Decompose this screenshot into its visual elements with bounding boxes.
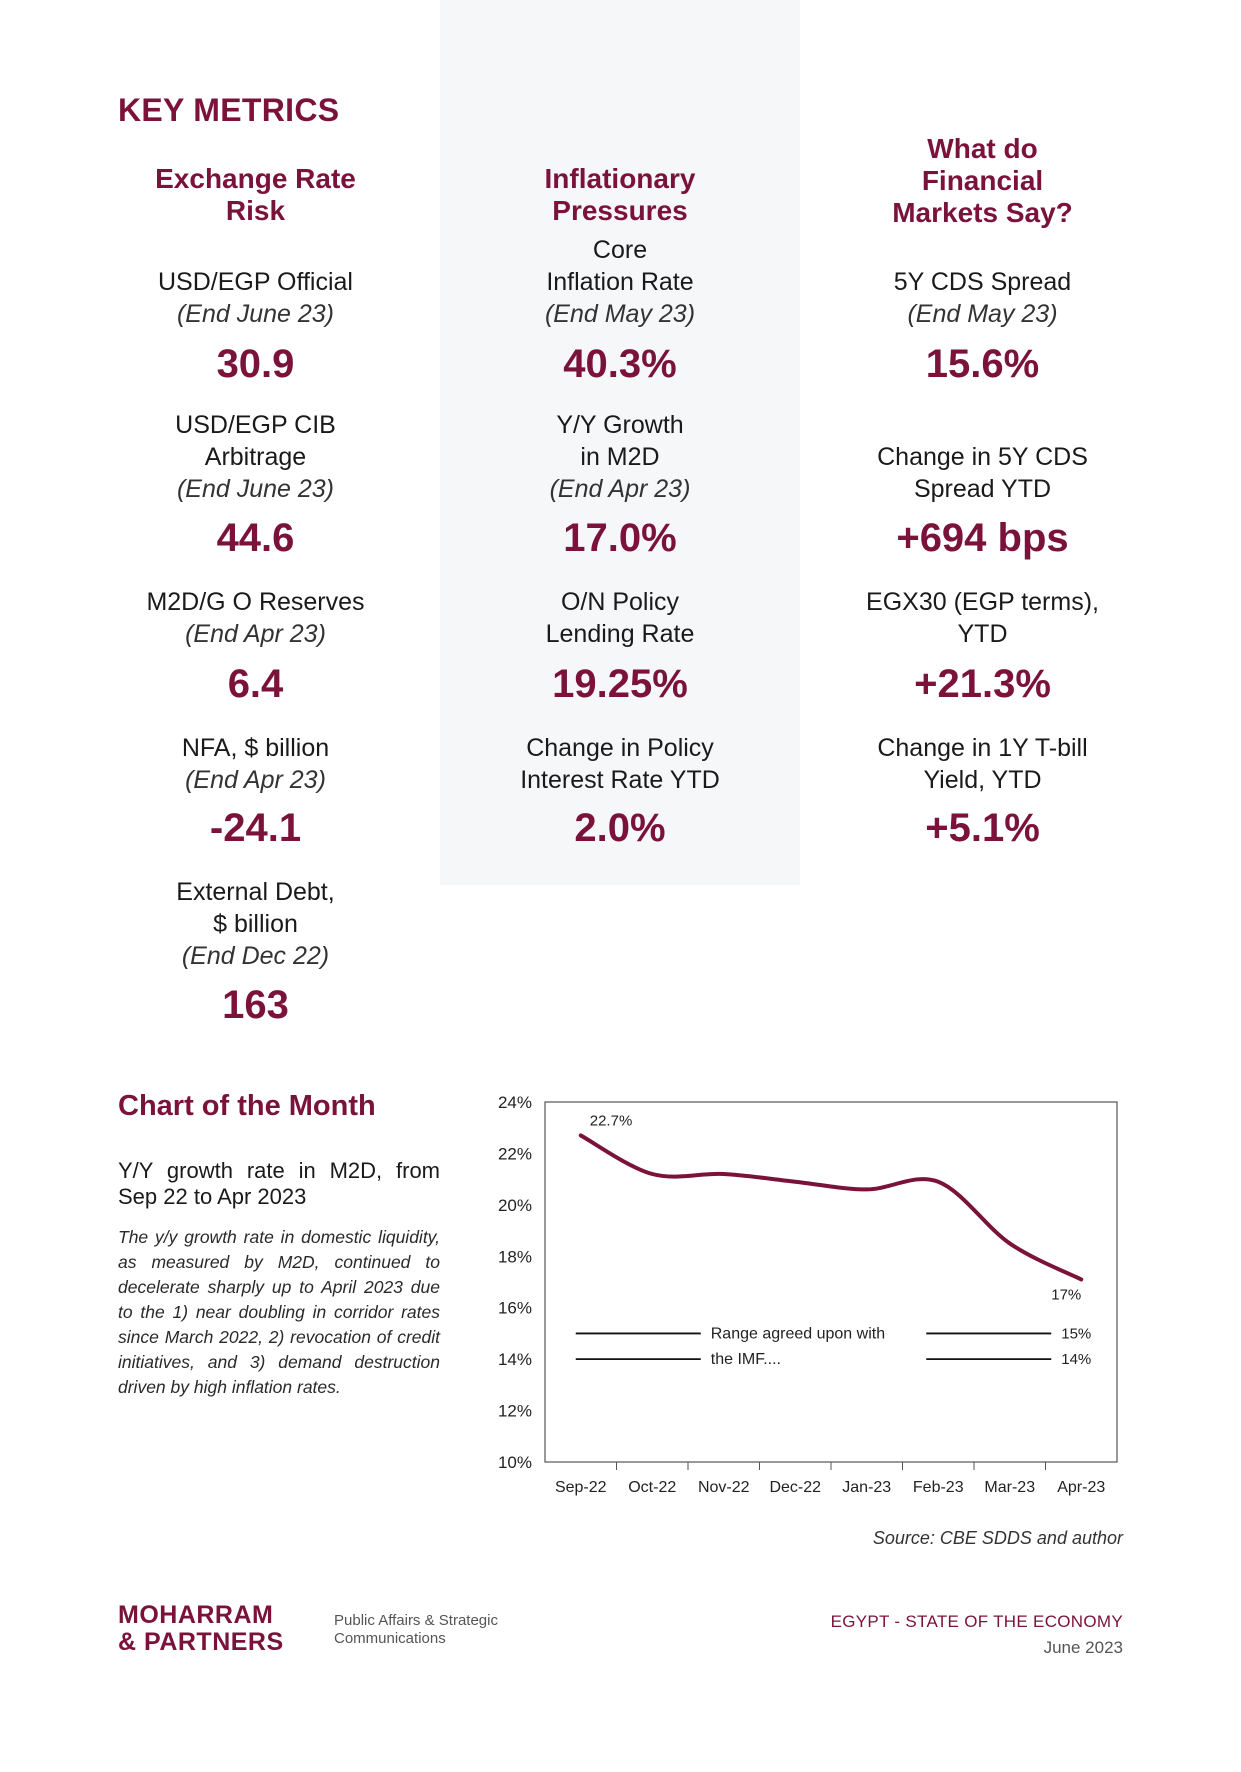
metric-date: (End Apr 23): [185, 620, 326, 648]
metric-date: (End May 23): [544, 300, 696, 328]
metric-date: (End June 23): [176, 300, 335, 328]
metric-value: 40.3%: [563, 342, 677, 386]
y-tick-label: 16%: [498, 1299, 532, 1318]
metric-date: (End Apr 23): [549, 475, 691, 503]
chart-of-month-title: Chart of the Month: [118, 1090, 376, 1122]
x-tick-label: Oct-22: [628, 1479, 676, 1496]
metric-value: 19.25%: [552, 662, 688, 706]
metric-label: Change in 5Y CDS Spread YTD: [877, 443, 1088, 503]
x-tick-label: Dec-22: [769, 1479, 821, 1496]
tagline-line-2: Communications: [334, 1630, 446, 1647]
x-tick-label: Nov-22: [698, 1479, 750, 1496]
metric-label: External Debt, $ billion: [176, 878, 335, 938]
imf-range-lines: 15% 14% Range agreed upon with the IMF....: [575, 1325, 1091, 1368]
report-title: EGYPT - STATE OF THE ECONOMY: [830, 1612, 1123, 1631]
y-axis-ticks: 10% 12% 14% 16% 18% 20% 22% 24%: [498, 1093, 532, 1472]
chart-of-month-description: The y/y growth rate in domestic liquidit…: [118, 1227, 440, 1397]
metric-date: (End May 23): [907, 300, 1058, 328]
imf-range-note: the IMF....: [711, 1351, 781, 1368]
metric-label: M2D/G O Reserves: [146, 588, 365, 616]
metric-value: -24.1: [209, 806, 302, 850]
y-tick-label: 24%: [498, 1093, 532, 1112]
metric-label: Y/Y Growth in M2D: [556, 411, 684, 471]
logo-line-2: & PARTNERS: [118, 1628, 284, 1656]
imf-range-value-label: 14%: [1061, 1351, 1091, 1368]
metric-value: 2.0%: [574, 806, 666, 850]
column-heading: What do Financial Markets Say?: [892, 133, 1073, 228]
metric-value: 30.9: [216, 342, 295, 386]
company-logo: MOHARRAM & PARTNERS: [118, 1602, 284, 1656]
x-tick-label: Feb-23: [913, 1479, 964, 1496]
metric-date: (End June 23): [176, 475, 335, 503]
plot-frame: [544, 1101, 1118, 1463]
y-tick-label: 10%: [498, 1453, 532, 1472]
tagline-line-1: Public Affairs & Strategic: [334, 1612, 498, 1629]
column-heading: Inflationary Pressures: [544, 163, 696, 226]
metric-value: +5.1%: [925, 806, 1040, 850]
inflation-column-background: [440, 0, 800, 885]
x-tick-label: Sep-22: [555, 1479, 607, 1496]
report-date: June 2023: [1043, 1638, 1123, 1657]
imf-range-value-label: 15%: [1061, 1325, 1091, 1342]
logo-line-1: MOHARRAM: [118, 1601, 274, 1629]
series-line-m2d: [578, 1133, 1084, 1282]
metric-date: (End Apr 23): [185, 766, 326, 794]
x-tick-label: Apr-23: [1057, 1479, 1105, 1496]
column-heading: Exchange Rate Risk: [155, 163, 356, 226]
metric-value: 15.6%: [925, 342, 1040, 386]
metric-label: USD/EGP CIB Arbitrage: [175, 411, 336, 471]
key-metrics-title: KEY METRICS: [118, 92, 340, 128]
metric-label: 5Y CDS Spread: [893, 268, 1072, 296]
metric-value: +694 bps: [896, 516, 1069, 560]
metric-value: 17.0%: [563, 516, 677, 560]
metric-label: Change in Policy Interest Rate YTD: [520, 734, 720, 794]
m2d-growth-line-chart: 10% 12% 14% 16% 18% 20% 22% 24% Sep-22 Oct-22 Nov…: [498, 1093, 1118, 1496]
company-tagline: Public Affairs & Strategic Communication…: [334, 1612, 498, 1648]
metric-value: +21.3%: [914, 662, 1051, 706]
metric-label: Core Inflation Rate: [546, 236, 694, 296]
chart-source: Source: CBE SDDS and author: [872, 1528, 1123, 1548]
x-tick-label: Mar-23: [984, 1479, 1035, 1496]
chart-of-month-subtitle: Y/Y growth rate in M2D, from Sep 22 to A…: [118, 1158, 440, 1209]
metric-label: NFA, $ billion: [181, 734, 330, 762]
x-axis-ticks: Sep-22 Oct-22 Nov-22 Dec-22 Jan-23 Feb-23 Mar-…: [555, 1462, 1105, 1496]
x-tick-label: Jan-23: [842, 1479, 891, 1496]
metric-label: USD/EGP Official: [158, 268, 353, 296]
y-tick-label: 18%: [498, 1247, 532, 1266]
y-tick-label: 20%: [498, 1196, 532, 1215]
metric-label: EGX30 (EGP terms), YTD: [866, 588, 1099, 648]
data-label-first: 22.7%: [590, 1112, 633, 1129]
imf-range-note: Range agreed upon with: [711, 1325, 885, 1342]
metric-value: 6.4: [227, 662, 284, 706]
data-label-last: 17%: [1051, 1286, 1081, 1303]
metric-date: (End Dec 22): [181, 942, 330, 970]
metric-value: 44.6: [216, 516, 295, 560]
y-tick-label: 22%: [498, 1144, 532, 1163]
metric-label: O/N Policy Lending Rate: [545, 588, 695, 648]
metric-value: 163: [222, 983, 289, 1027]
metric-label: Change in 1Y T-bill Yield, YTD: [877, 734, 1088, 794]
y-tick-label: 12%: [498, 1402, 532, 1421]
y-tick-label: 14%: [498, 1350, 532, 1369]
